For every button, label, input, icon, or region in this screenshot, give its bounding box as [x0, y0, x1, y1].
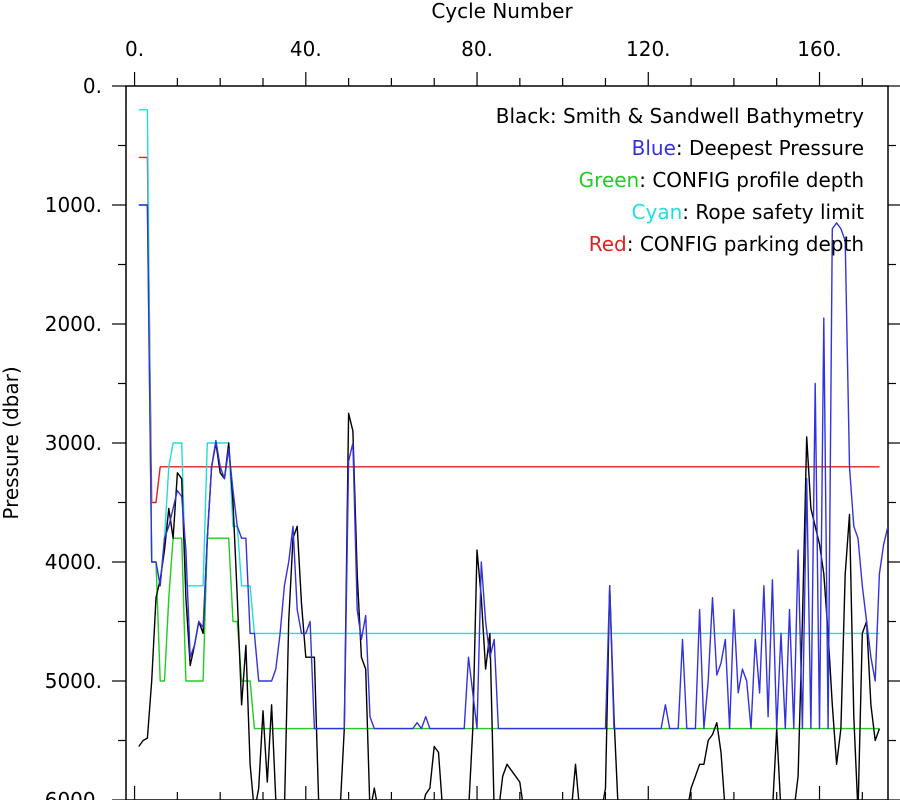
- y-tick-label: 3000.: [45, 431, 102, 455]
- x-tick-label: 120.: [626, 37, 671, 61]
- series-layer: [138, 109, 888, 800]
- legend-entry: Black: Smith & Sandwell Bathymetry: [496, 104, 864, 128]
- series-line-deepest-pressure: [138, 204, 888, 730]
- series-line-config-parking-depth: [138, 156, 880, 504]
- y-tick-label: 6000.: [45, 788, 102, 800]
- legend-entry: Red: CONFIG parking depth: [589, 232, 864, 256]
- axis-ticks: 0. 40. 80. 120. 160. 0. 1000. 2000. 3000. 4000. 50…: [45, 37, 900, 800]
- series-line-smith-sandwell-bathymetry: [138, 412, 881, 800]
- legend: Black: Smith & Sandwell Bathymetry Blue: …: [496, 104, 864, 256]
- x-tick-label: 40.: [290, 37, 322, 61]
- legend-entry: Green: CONFIG profile depth: [579, 168, 864, 192]
- x-tick-label: 0.: [125, 37, 144, 61]
- y-tick-label: 5000.: [45, 669, 102, 693]
- legend-entry: Cyan: Rope safety limit: [632, 200, 865, 224]
- y-axis-title: Pressure (dbar): [0, 366, 23, 519]
- y-tick-label: 2000.: [45, 312, 102, 336]
- x-tick-label: 80.: [461, 37, 493, 61]
- legend-entry: Blue: Deepest Pressure: [632, 136, 864, 160]
- y-tick-label: 0.: [83, 74, 102, 98]
- plot-frame: [125, 85, 889, 800]
- y-tick-label: 1000.: [45, 193, 102, 217]
- x-axis-title: Cycle Number: [431, 0, 573, 23]
- series-line-config-profile-depth: [138, 204, 880, 730]
- x-tick-label: 160.: [797, 37, 842, 61]
- y-tick-label: 4000.: [45, 550, 102, 574]
